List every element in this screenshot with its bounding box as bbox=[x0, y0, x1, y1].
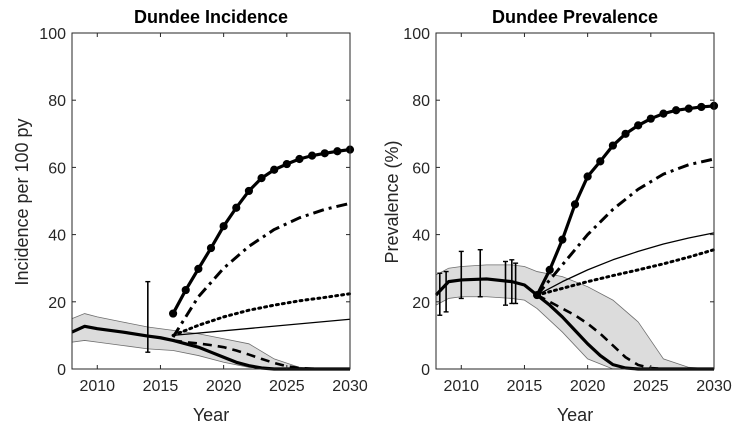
prevalence-series-line-dashed bbox=[536, 293, 677, 371]
incidence-title: Dundee Incidence bbox=[134, 7, 288, 27]
incidence-marks bbox=[71, 145, 355, 371]
incidence-series-marker bbox=[168, 309, 178, 318]
incidence-series-line-dotted bbox=[171, 292, 352, 337]
incidence-y-tick-label: 80 bbox=[48, 93, 66, 110]
incidence-y-tick-label: 100 bbox=[39, 26, 66, 43]
incidence-series-marker bbox=[194, 264, 203, 273]
prevalence-x-axis-label: Year bbox=[557, 405, 593, 425]
prevalence-series-marker bbox=[545, 265, 554, 274]
incidence-series-marker bbox=[270, 165, 279, 174]
prevalence-series-marker bbox=[697, 102, 706, 112]
prevalence-error-bar bbox=[503, 260, 508, 306]
incidence-series-marker bbox=[181, 285, 190, 295]
prevalence-axes-frame bbox=[435, 32, 715, 370]
prevalence-y-tick-label: 20 bbox=[412, 295, 430, 312]
incidence-series-marker bbox=[295, 154, 304, 164]
incidence-series-marker bbox=[307, 151, 317, 160]
incidence-series-marker bbox=[320, 149, 329, 158]
incidence-series-marker bbox=[257, 174, 266, 183]
incidence-series-line-dashed bbox=[172, 339, 325, 371]
incidence-y-tick-label: 60 bbox=[48, 160, 66, 177]
incidence-x-tick-label: 2030 bbox=[332, 378, 368, 395]
incidence-x-tick-label: 2025 bbox=[269, 378, 305, 395]
prevalence-marks bbox=[434, 101, 719, 371]
incidence-series-line-thin-solid bbox=[173, 318, 351, 337]
incidence-x-tick-label: 2015 bbox=[143, 378, 179, 395]
prevalence-error-bar bbox=[458, 250, 464, 300]
prevalence-series-marker bbox=[659, 109, 668, 118]
incidence-y-tick-label: 20 bbox=[48, 295, 66, 312]
prevalence-y-tick-label: 0 bbox=[421, 362, 430, 379]
incidence-axes-frame bbox=[71, 32, 351, 370]
incidence-panel: Dundee Incidence Year Incidence per 100 … bbox=[12, 7, 368, 425]
prevalence-y-tick-label: 80 bbox=[412, 93, 430, 110]
prevalence-y-tick-label: 100 bbox=[403, 26, 430, 43]
prevalence-series-marker bbox=[596, 157, 605, 166]
prevalence-series-marker bbox=[558, 235, 567, 244]
incidence-plot-area bbox=[72, 33, 350, 369]
incidence-x-tick-label: 2020 bbox=[206, 378, 242, 395]
prevalence-y-axis-label: Prevalence (%) bbox=[382, 140, 402, 263]
prevalence-series-line-dash-dot bbox=[535, 157, 715, 297]
prevalence-series-marker bbox=[532, 290, 542, 300]
prevalence-error-bar bbox=[443, 270, 449, 313]
prevalence-y-tick-label: 60 bbox=[412, 160, 430, 177]
prevalence-series-marker bbox=[608, 141, 618, 150]
prevalence-panel: Dundee Prevalence Year Prevalence (%) 20… bbox=[382, 7, 732, 425]
prevalence-ticks: 2010 2015 2020 2025 2030 0 20 40 60 80 100 bbox=[403, 26, 732, 395]
incidence-series-marker bbox=[232, 203, 241, 212]
prevalence-x-tick-label: 2030 bbox=[696, 378, 732, 395]
prevalence-error-bar bbox=[477, 249, 483, 298]
prevalence-x-tick-label: 2015 bbox=[507, 378, 543, 395]
incidence-y-tick-label: 40 bbox=[48, 228, 66, 245]
incidence-series-marker bbox=[206, 243, 216, 253]
prevalence-title: Dundee Prevalence bbox=[492, 7, 658, 27]
prevalence-series-marker bbox=[634, 121, 643, 130]
prevalence-series-marker bbox=[646, 114, 655, 123]
prevalence-error-bar bbox=[513, 262, 519, 305]
prevalence-error-bar bbox=[437, 272, 443, 316]
incidence-x-axis-label: Year bbox=[193, 405, 229, 425]
incidence-x-tick-label: 2010 bbox=[79, 378, 115, 395]
incidence-series-marker bbox=[244, 186, 254, 196]
incidence-ticks: 2010 2015 2020 2025 2030 0 20 40 60 80 100 bbox=[39, 26, 368, 395]
incidence-y-tick-label: 0 bbox=[57, 362, 66, 379]
incidence-series-line-dash-dot bbox=[171, 201, 351, 338]
prevalence-x-tick-label: 2020 bbox=[570, 378, 606, 395]
prevalence-series-marker bbox=[671, 106, 681, 115]
incidence-error-bar bbox=[145, 280, 151, 353]
incidence-series-marker bbox=[282, 159, 291, 169]
prevalence-series-line-dotted bbox=[535, 248, 716, 297]
incidence-series-marker bbox=[333, 147, 342, 156]
prevalence-series-marker bbox=[570, 200, 580, 209]
incidence-series-marker bbox=[219, 222, 228, 231]
incidence-y-axis-label: Incidence per 100 py bbox=[12, 118, 32, 285]
prevalence-x-tick-label: 2025 bbox=[633, 378, 669, 395]
prevalence-series-marker bbox=[621, 129, 630, 138]
prevalence-x-tick-label: 2010 bbox=[443, 378, 479, 395]
prevalence-series-marker bbox=[684, 104, 693, 113]
prevalence-series-line-thin-solid bbox=[536, 232, 715, 296]
prevalence-y-tick-label: 40 bbox=[412, 228, 430, 245]
prevalence-series-marker bbox=[583, 172, 592, 181]
